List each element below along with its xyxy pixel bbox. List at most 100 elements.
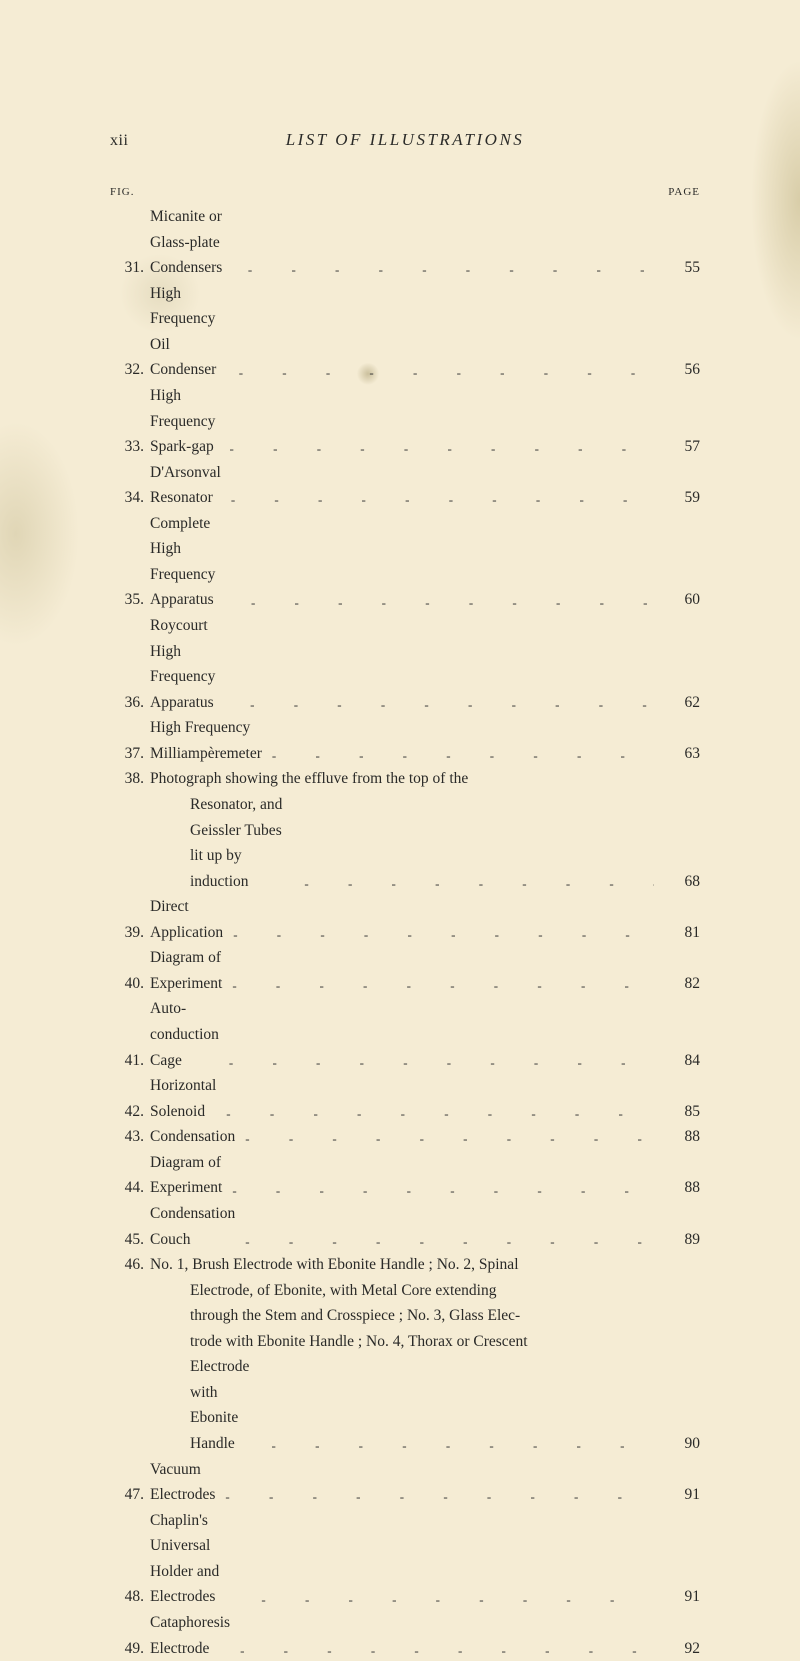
list-item: through the Stem and Crosspiece ; No. 3,… [110, 1303, 700, 1329]
entry-title-text: Diagram of Experiment [150, 1150, 222, 1201]
leader-dashes: - - - - - - - - - - - - - - - - - - - - … [230, 1640, 654, 1661]
leader-dashes: - - - - - - - - - - - - - - - - - - - - … [241, 592, 654, 613]
page-number: 90 [654, 1431, 700, 1457]
entry-title: High Frequency Spark-gap- - - - - - - - … [150, 383, 654, 460]
column-labels: FIG. PAGE [110, 186, 700, 198]
leader-dashes: - - - - - - - - - - - - - - - - - - - - … [215, 1486, 654, 1507]
page-number: 68 [654, 869, 700, 895]
page-number: 89 [654, 1227, 700, 1253]
leader-dashes: - - - - - - - - - - - - - - - - - - - - … [240, 694, 654, 715]
leader-dashes: - - - - - - - - - - - - - - - - - - - - … [219, 1052, 654, 1073]
entry-title: No. 1, Brush Electrode with Ebonite Hand… [150, 1252, 654, 1278]
leader-dashes: - - - - - - - - - - - - - - - - - - - - … [223, 924, 654, 945]
list-item: 34.D'Arsonval Resonator- - - - - - - - -… [110, 460, 700, 511]
entry-title-text: Micanite or Glass-plate Condensers [150, 204, 238, 281]
entry-title: Micanite or Glass-plate Condensers- - - … [150, 204, 654, 281]
figure-number: 47. [110, 1482, 150, 1508]
page-number: 60 [654, 587, 700, 613]
entry-title-text: through the Stem and Crosspiece ; No. 3,… [150, 1303, 654, 1329]
page-number: 57 [654, 434, 700, 460]
page-number: 55 [654, 255, 700, 281]
entry-title: High Frequency Milliampèremeter- - - - -… [150, 715, 654, 766]
page-number: 82 [654, 971, 700, 997]
list-item: 44.Diagram of Experiment- - - - - - - - … [110, 1150, 700, 1201]
figure-number: 36. [110, 690, 150, 716]
entry-title-text: High Frequency Milliampèremeter [150, 715, 262, 766]
entry-title: Condensation Couch- - - - - - - - - - - … [150, 1201, 654, 1252]
entry-title-text: High Frequency Spark-gap [150, 383, 220, 460]
page-folio: xii [110, 132, 128, 150]
leader-dashes: - - - - - - - - - - - - - - - - - - - - … [262, 1435, 655, 1456]
entry-title: Electrode, of Ebonite, with Metal Core e… [150, 1278, 654, 1304]
list-item: Electrode with Ebonite Handle- - - - - -… [110, 1354, 700, 1456]
figure-number: 31. [110, 255, 150, 281]
page-number: 62 [654, 690, 700, 716]
entry-title: Electrode with Ebonite Handle- - - - - -… [150, 1354, 654, 1456]
list-item: 32.High Frequency Oil Condenser- - - - -… [110, 281, 700, 383]
running-head: xii LIST OF ILLUSTRATIONS xii [110, 130, 700, 150]
page-number: 88 [654, 1175, 700, 1201]
figure-number: 46. [110, 1252, 150, 1278]
list-item: 36.Roycourt High Frequency Apparatus- - … [110, 613, 700, 715]
page-number: 88 [654, 1124, 700, 1150]
figure-number: 37. [110, 741, 150, 767]
entry-title-text: Chaplin's Universal Holder and Electrode… [150, 1508, 251, 1610]
list-item: 49.Cataphoresis Electrode- - - - - - - -… [110, 1610, 700, 1661]
entry-title: D'Arsonval Resonator- - - - - - - - - - … [150, 460, 654, 511]
list-item: 33.High Frequency Spark-gap- - - - - - -… [110, 383, 700, 460]
page-number: 91 [654, 1482, 700, 1508]
page-number: 63 [654, 741, 700, 767]
entry-title: Diagram of Experiment- - - - - - - - - -… [150, 945, 654, 996]
figure-number: 48. [110, 1584, 150, 1610]
page-number: 92 [654, 1636, 700, 1661]
entry-title: Resonator, and Geissler Tubes lit up by … [150, 792, 654, 894]
leader-dashes: - - - - - - - - - - - - - - - - - - - - … [221, 489, 654, 510]
list-item: 40.Diagram of Experiment- - - - - - - - … [110, 945, 700, 996]
entry-title-text: Condensation Couch [150, 1201, 235, 1252]
list-item: 31.Micanite or Glass-plate Condensers- -… [110, 204, 700, 281]
figure-number: 41. [110, 1048, 150, 1074]
leader-dashes: - - - - - - - - - - - - - - - - - - - - … [222, 1180, 654, 1201]
page-number: 56 [654, 357, 700, 383]
figure-number: 32. [110, 357, 150, 383]
entry-title: through the Stem and Crosspiece ; No. 3,… [150, 1303, 654, 1329]
entry-title-text: Auto-conduction Cage [150, 996, 219, 1073]
figure-number: 49. [110, 1636, 150, 1661]
figure-number: 38. [110, 766, 150, 792]
list-item: 41.Auto-conduction Cage- - - - - - - - -… [110, 996, 700, 1073]
entry-title-text: High Frequency Oil Condenser [150, 281, 229, 383]
entry-title-text: Roycourt High Frequency Apparatus [150, 613, 240, 715]
list-item: 46.No. 1, Brush Electrode with Ebonite H… [110, 1252, 700, 1278]
page-number: 85 [654, 1099, 700, 1125]
list-item: 43.Condensation- - - - - - - - - - - - -… [110, 1124, 700, 1150]
entry-title-text: Diagram of Experiment [150, 945, 222, 996]
page: xii LIST OF ILLUSTRATIONS xii FIG. PAGE … [0, 0, 800, 1335]
column-label-fig: FIG. [110, 186, 134, 198]
page-number: 91 [654, 1584, 700, 1610]
entry-title-text: Electrode with Ebonite Handle [150, 1354, 262, 1456]
leader-dashes: - - - - - - - - - - - - - - - - - - - - … [262, 745, 654, 766]
illustration-list: 31.Micanite or Glass-plate Condensers- -… [110, 204, 700, 1661]
entry-title-text: D'Arsonval Resonator [150, 460, 221, 511]
entry-title: Photograph showing the effluve from the … [150, 766, 654, 792]
entry-title-text: Direct Application [150, 894, 223, 945]
entry-title: Auto-conduction Cage- - - - - - - - - - … [150, 996, 654, 1073]
entry-title-text: Electrode, of Ebonite, with Metal Core e… [150, 1278, 654, 1304]
entry-title-text: Resonator, and Geissler Tubes lit up by … [150, 792, 294, 894]
entry-title-text: Condensation [150, 1124, 235, 1150]
figure-number: 33. [110, 434, 150, 460]
figure-number: 40. [110, 971, 150, 997]
entry-title: Cataphoresis Electrode- - - - - - - - - … [150, 1610, 654, 1661]
list-item: 37.High Frequency Milliampèremeter- - - … [110, 715, 700, 766]
leader-dashes: - - - - - - - - - - - - - - - - - - - - … [229, 362, 654, 383]
figure-number: 42. [110, 1099, 150, 1125]
page-number: 84 [654, 1048, 700, 1074]
entry-title: Chaplin's Universal Holder and Electrode… [150, 1508, 654, 1610]
entry-title: Complete High Frequency Apparatus- - - -… [150, 511, 654, 613]
leader-dashes: - - - - - - - - - - - - - - - - - - - - … [251, 1589, 654, 1610]
leader-dashes: - - - - - - - - - - - - - - - - - - - - … [294, 873, 654, 894]
entry-title: Direct Application- - - - - - - - - - - … [150, 894, 654, 945]
entry-title: Horizontal Solenoid- - - - - - - - - - -… [150, 1073, 654, 1124]
entry-title-text: Photograph showing the effluve from the … [150, 766, 654, 792]
figure-number: 39. [110, 920, 150, 946]
